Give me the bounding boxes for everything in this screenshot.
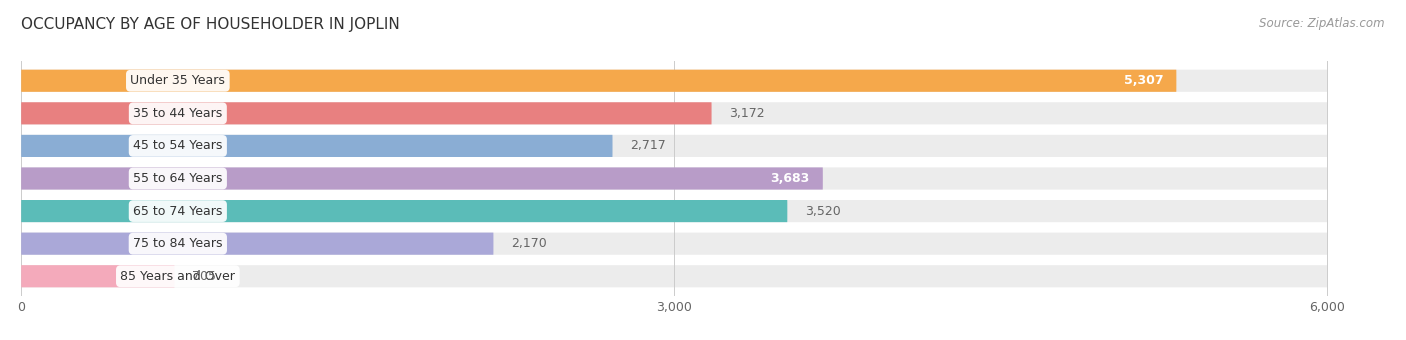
FancyBboxPatch shape	[21, 102, 711, 124]
Text: 5,307: 5,307	[1123, 74, 1163, 87]
Text: 2,717: 2,717	[630, 139, 666, 152]
Text: 3,172: 3,172	[730, 107, 765, 120]
Text: 2,170: 2,170	[510, 237, 547, 250]
FancyBboxPatch shape	[21, 70, 1177, 92]
FancyBboxPatch shape	[21, 135, 613, 157]
FancyBboxPatch shape	[21, 200, 1327, 222]
FancyBboxPatch shape	[21, 265, 174, 287]
Text: 75 to 84 Years: 75 to 84 Years	[134, 237, 222, 250]
Text: 65 to 74 Years: 65 to 74 Years	[134, 205, 222, 218]
FancyBboxPatch shape	[21, 70, 1327, 92]
FancyBboxPatch shape	[21, 135, 1327, 157]
FancyBboxPatch shape	[21, 167, 1327, 190]
Text: 45 to 54 Years: 45 to 54 Years	[134, 139, 222, 152]
FancyBboxPatch shape	[21, 233, 494, 255]
FancyBboxPatch shape	[21, 102, 1327, 124]
FancyBboxPatch shape	[21, 233, 1327, 255]
FancyBboxPatch shape	[21, 200, 787, 222]
Text: 55 to 64 Years: 55 to 64 Years	[134, 172, 222, 185]
FancyBboxPatch shape	[21, 167, 823, 190]
Text: 3,520: 3,520	[804, 205, 841, 218]
Text: 3,683: 3,683	[770, 172, 810, 185]
Text: OCCUPANCY BY AGE OF HOUSEHOLDER IN JOPLIN: OCCUPANCY BY AGE OF HOUSEHOLDER IN JOPLI…	[21, 17, 399, 32]
Text: 85 Years and Over: 85 Years and Over	[121, 270, 235, 283]
Text: Source: ZipAtlas.com: Source: ZipAtlas.com	[1260, 17, 1385, 30]
Text: 705: 705	[193, 270, 217, 283]
Text: 35 to 44 Years: 35 to 44 Years	[134, 107, 222, 120]
FancyBboxPatch shape	[21, 265, 1327, 287]
Text: Under 35 Years: Under 35 Years	[131, 74, 225, 87]
